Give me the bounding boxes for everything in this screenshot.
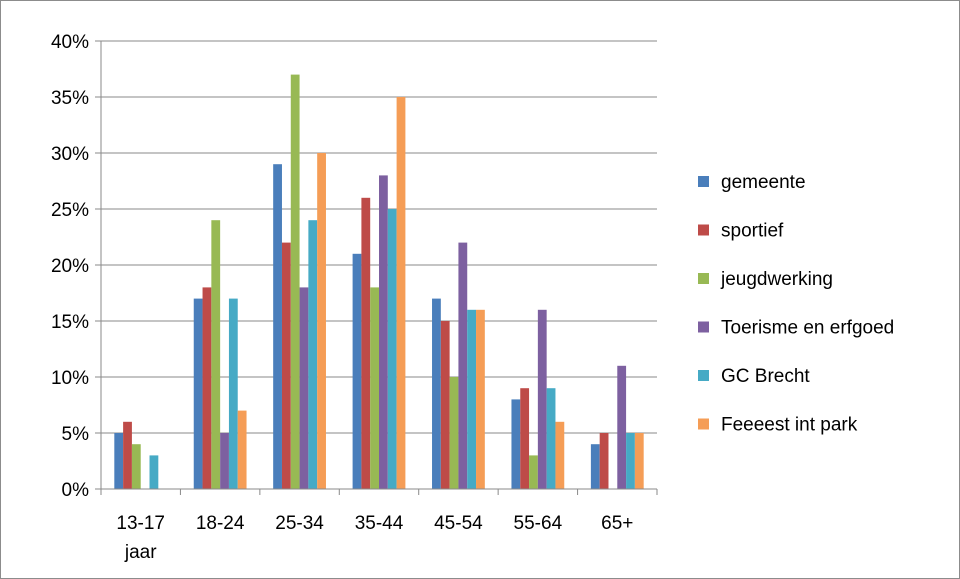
bar xyxy=(546,388,556,489)
legend-swatch xyxy=(698,273,709,284)
legend-label: sportief xyxy=(721,221,784,242)
bar xyxy=(537,309,547,489)
bar xyxy=(396,97,406,489)
bar xyxy=(379,175,388,489)
bar xyxy=(202,287,212,489)
bar xyxy=(114,433,124,489)
bar xyxy=(617,365,627,489)
y-tick-label: 40% xyxy=(51,32,89,53)
bar xyxy=(299,287,309,489)
legend-label: Feeeest int park xyxy=(721,415,858,436)
bar xyxy=(131,444,141,489)
y-tick-label: 35% xyxy=(51,88,89,109)
x-tick-label: 45-54 xyxy=(434,513,483,534)
y-tick-label: 30% xyxy=(51,144,89,165)
legend-swatch xyxy=(698,176,709,187)
bar xyxy=(273,164,282,489)
x-tick-label: 13-17 jaar xyxy=(116,513,165,563)
y-tick-label: 10% xyxy=(51,368,89,389)
y-tick-label: 15% xyxy=(51,312,89,333)
legend-swatch xyxy=(698,321,709,333)
bar xyxy=(529,455,538,489)
y-tick-label: 0% xyxy=(62,480,90,501)
legend-swatch xyxy=(698,370,709,381)
bar xyxy=(281,242,291,489)
bar xyxy=(458,242,468,489)
bar xyxy=(626,433,635,489)
legend-label: gemeente xyxy=(721,172,806,193)
bar xyxy=(290,74,300,489)
bar xyxy=(449,377,459,489)
y-tick-label: 20% xyxy=(51,256,89,277)
y-tick-label: 5% xyxy=(62,424,90,445)
bar xyxy=(211,220,221,489)
bar xyxy=(599,433,609,489)
bar xyxy=(634,433,644,489)
bar xyxy=(220,433,229,489)
bar xyxy=(317,153,326,489)
bar xyxy=(520,388,530,489)
legend-swatch xyxy=(698,418,709,430)
bar xyxy=(387,209,397,489)
y-tick-label: 25% xyxy=(51,200,89,221)
bar xyxy=(555,421,565,489)
x-axis-labels: 13-17 jaar 18-24 25-34 35-44 45-54 55-64 65+ xyxy=(116,513,633,563)
legend-label: jeugdwerking xyxy=(720,269,833,290)
x-tick-label: 18-24 xyxy=(196,513,245,534)
bar xyxy=(432,298,441,489)
bar xyxy=(237,410,247,489)
bar xyxy=(440,321,450,489)
bar xyxy=(352,253,362,489)
legend-label: GC Brecht xyxy=(721,366,810,387)
bar xyxy=(228,298,238,489)
bar xyxy=(193,298,203,489)
legend: gemeente sportief jeugdwerking Toerisme en … xyxy=(698,172,894,436)
bar xyxy=(467,309,477,489)
bar xyxy=(361,197,371,490)
bar xyxy=(476,309,485,489)
bar xyxy=(149,455,159,489)
x-tick-label: 55-64 xyxy=(514,513,563,534)
bar xyxy=(308,220,318,489)
bar xyxy=(590,444,600,489)
x-tick-label: 25-34 xyxy=(275,513,324,534)
x-tick-label: 35-44 xyxy=(355,513,404,534)
y-axis-labels: 0% 5% 10% 15% 20% 25% 30% 35% 40% xyxy=(51,32,89,501)
bar xyxy=(370,287,379,489)
bar xyxy=(511,399,521,489)
legend-swatch xyxy=(698,224,709,236)
bars xyxy=(114,74,644,490)
legend-label: Toerisme en erfgoed xyxy=(721,318,894,339)
bar xyxy=(123,421,132,489)
x-tick-label: 65+ xyxy=(601,513,633,534)
axes xyxy=(95,40,658,495)
